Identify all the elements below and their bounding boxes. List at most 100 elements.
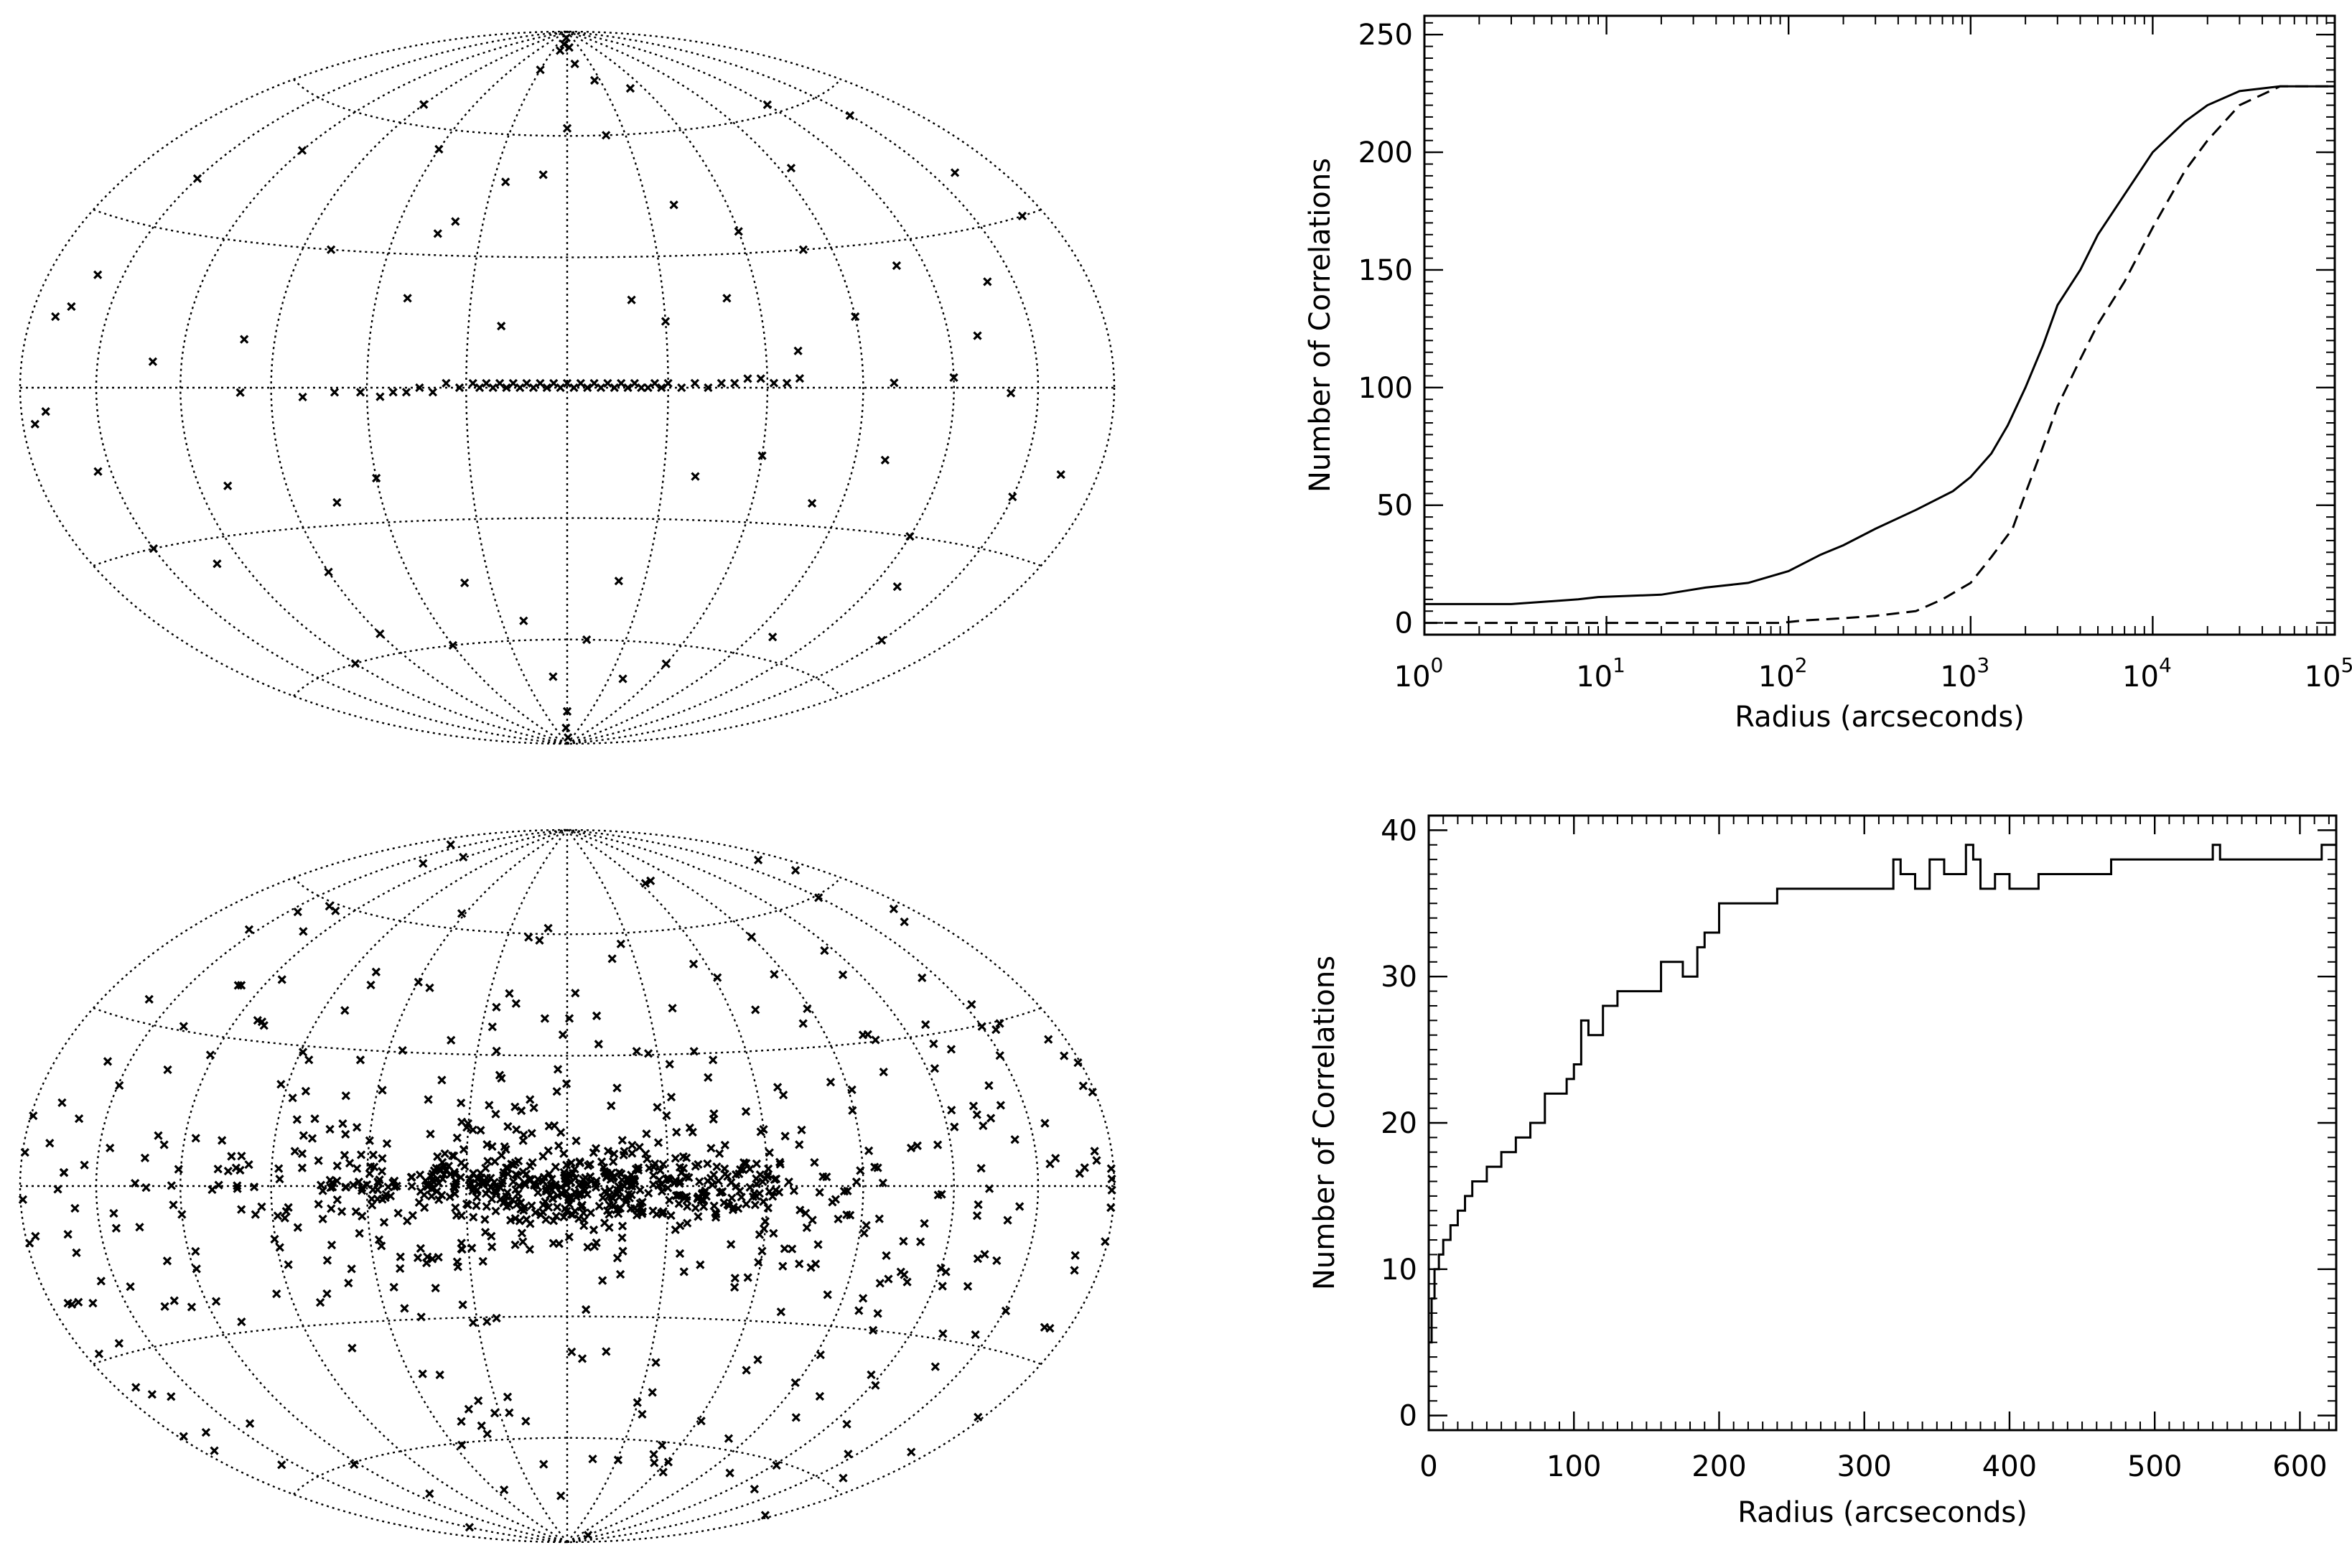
source-marker <box>1044 1035 1053 1044</box>
source-marker <box>946 1045 956 1054</box>
x-tick-label: 0 <box>1419 1450 1437 1483</box>
source-marker <box>327 1240 337 1250</box>
source-marker <box>868 1325 878 1335</box>
source-marker <box>526 1095 535 1104</box>
source-marker <box>625 1181 635 1190</box>
series-line-dashed <box>1424 85 2335 625</box>
source-marker <box>635 1142 644 1152</box>
source-marker <box>913 1141 922 1151</box>
source-marker <box>950 168 960 177</box>
source-marker <box>602 131 611 140</box>
source-marker <box>786 163 796 173</box>
source-marker <box>451 217 460 226</box>
source-marker <box>625 83 635 93</box>
source-marker <box>293 1223 302 1232</box>
source-marker <box>20 1147 29 1157</box>
source-marker <box>353 1164 362 1173</box>
source-marker <box>745 1182 755 1192</box>
source-marker <box>752 1180 761 1189</box>
source-marker <box>29 1111 38 1121</box>
source-marker <box>492 1002 501 1012</box>
source-marker <box>460 578 470 587</box>
meridian-line <box>566 30 956 745</box>
source-marker <box>457 1244 467 1254</box>
source-marker <box>798 245 808 254</box>
source-marker <box>368 1150 378 1159</box>
source-marker <box>704 1073 713 1082</box>
source-marker <box>753 1355 762 1365</box>
source-marker <box>979 1121 988 1131</box>
source-marker <box>533 1187 543 1198</box>
source-marker <box>603 378 612 388</box>
source-marker <box>558 1030 568 1040</box>
source-marker <box>892 582 902 592</box>
source-marker <box>1075 1169 1084 1178</box>
source-marker <box>273 1211 283 1221</box>
source-marker <box>635 1185 645 1195</box>
source-marker <box>223 481 233 490</box>
source-marker <box>53 1185 62 1194</box>
source-marker <box>613 1185 622 1195</box>
source-marker <box>356 1150 366 1159</box>
source-marker <box>589 378 599 388</box>
source-marker <box>1106 1203 1116 1213</box>
source-marker <box>630 378 640 388</box>
y-tick-label: 0 <box>1395 607 1413 640</box>
source-marker <box>437 1075 447 1085</box>
source-marker <box>561 723 571 733</box>
source-marker <box>751 1005 760 1014</box>
source-marker <box>694 1212 703 1221</box>
source-marker <box>407 1182 416 1191</box>
source-marker <box>1008 493 1017 502</box>
source-marker <box>760 1217 770 1226</box>
source-marker <box>920 1218 929 1228</box>
source-marker <box>315 1298 325 1307</box>
source-marker <box>875 1279 885 1288</box>
source-marker <box>646 876 655 885</box>
x-tick-label: 100 <box>1546 1450 1601 1483</box>
source-marker <box>408 1210 417 1221</box>
source-marker <box>583 1531 593 1540</box>
source-marker <box>474 1396 483 1406</box>
source-marker <box>711 1209 721 1219</box>
x-tick-label: 102 <box>1758 653 1808 694</box>
source-marker <box>419 1190 429 1200</box>
source-marker <box>873 1163 882 1172</box>
source-marker <box>233 1181 242 1190</box>
source-marker <box>424 1095 433 1104</box>
source-marker <box>586 1172 595 1181</box>
source-marker <box>655 1166 665 1175</box>
source-marker <box>457 1098 466 1108</box>
source-marker <box>703 1159 712 1168</box>
source-marker <box>834 1214 843 1223</box>
source-marker <box>607 1101 616 1111</box>
source-marker <box>1070 1251 1080 1260</box>
source-marker <box>562 706 572 717</box>
source-marker <box>930 1362 940 1371</box>
source-marker <box>419 100 429 109</box>
source-marker <box>773 1083 783 1092</box>
source-marker <box>559 1149 569 1158</box>
source-marker <box>564 1200 574 1209</box>
source-marker <box>354 1177 364 1187</box>
source-marker <box>530 1179 539 1188</box>
source-marker <box>603 1147 613 1156</box>
source-marker <box>479 1179 488 1189</box>
plot-frame <box>1427 814 2338 1432</box>
source-marker <box>389 1282 398 1292</box>
source-marker <box>297 1149 307 1158</box>
source-marker <box>517 1106 526 1116</box>
source-marker <box>551 1162 561 1172</box>
source-marker <box>536 378 545 388</box>
source-marker <box>586 1208 595 1218</box>
source-marker <box>428 388 438 397</box>
source-marker <box>338 1119 347 1129</box>
source-marker <box>658 1440 667 1450</box>
source-marker <box>235 1165 245 1175</box>
source-marker <box>491 1189 501 1198</box>
source-marker <box>340 1150 350 1160</box>
source-marker <box>519 616 528 625</box>
source-marker <box>316 1180 326 1190</box>
source-marker <box>511 1170 521 1180</box>
source-marker <box>383 1182 393 1192</box>
